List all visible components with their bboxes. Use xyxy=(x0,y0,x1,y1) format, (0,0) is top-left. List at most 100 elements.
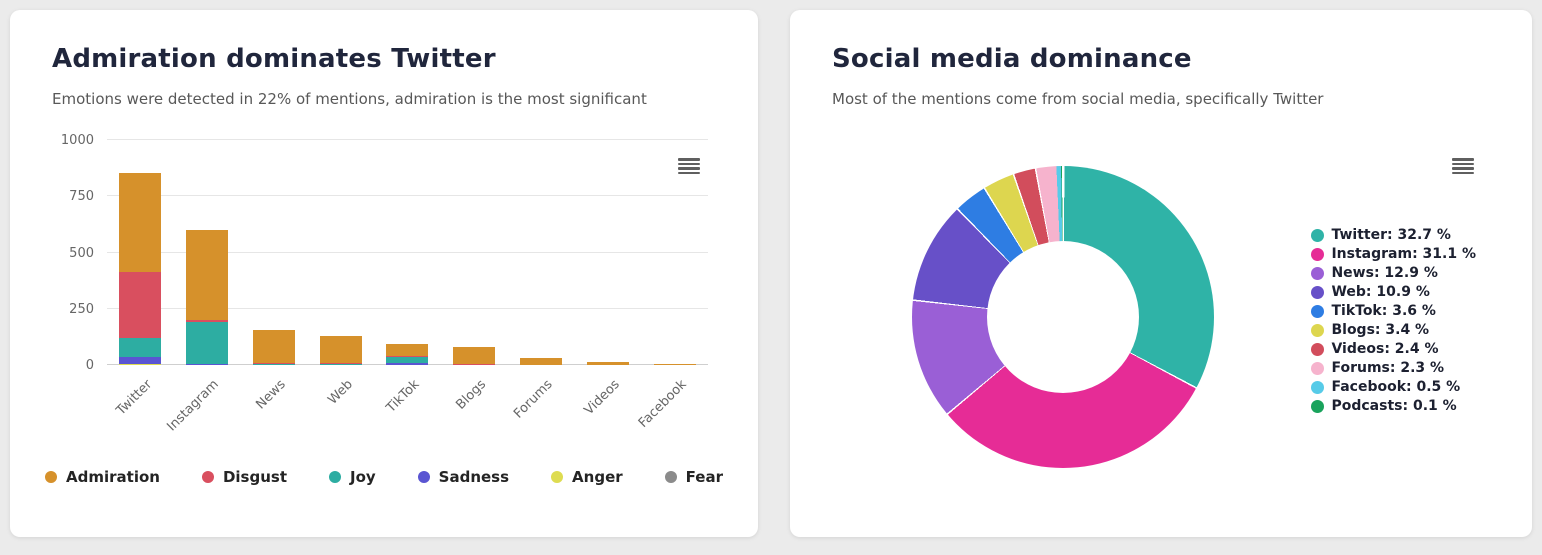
legend-label: Podcasts: 0.1 % xyxy=(1331,398,1457,414)
bar-column-twitter[interactable]: Twitter xyxy=(114,140,162,418)
hamburger-menu-icon[interactable] xyxy=(676,156,702,176)
bar-plot-area: Twitter Instagram News Web TikTok Blogs Forums… xyxy=(107,139,708,434)
bar-segment-sadness[interactable] xyxy=(186,363,229,365)
legend-item-web[interactable]: Web: 10.9 % xyxy=(1311,283,1476,301)
bar-segment-admiration[interactable] xyxy=(119,172,162,272)
bar-segment-disgust[interactable] xyxy=(252,363,295,364)
x-axis-category-label: Blogs xyxy=(453,377,490,413)
legend-label: Fear xyxy=(685,468,723,486)
donut-ring[interactable] xyxy=(912,166,1214,468)
x-axis-category-label: TikTok xyxy=(383,377,423,416)
emotions-card-title: Admiration dominates Twitter xyxy=(52,44,496,74)
legend-marker xyxy=(1311,228,1325,242)
x-axis-category-label: Web xyxy=(324,377,356,408)
hamburger-menu-icon[interactable] xyxy=(1450,156,1476,176)
legend-marker xyxy=(1311,399,1325,413)
bar-column-instagram[interactable]: Instagram xyxy=(165,140,229,434)
legend-item-blogs[interactable]: Blogs: 3.4 % xyxy=(1311,321,1476,339)
bar-segment-admiration[interactable] xyxy=(586,361,629,365)
gridline xyxy=(107,307,708,309)
legend-label: Disgust xyxy=(222,468,287,486)
y-axis-tick-label: 500 xyxy=(69,245,94,261)
bar-segment-anger[interactable] xyxy=(119,363,162,365)
legend-item-news[interactable]: News: 12.9 % xyxy=(1311,264,1476,282)
bar-segment-sadness[interactable] xyxy=(119,357,162,364)
bar-column-forums[interactable]: Forums xyxy=(511,140,562,422)
x-axis-category-label: Videos xyxy=(581,377,623,419)
bar-segment-admiration[interactable] xyxy=(252,330,295,363)
gridline xyxy=(107,251,708,253)
bar-column-facebook[interactable]: Facebook xyxy=(636,140,696,431)
legend-item-admiration[interactable]: Admiration xyxy=(45,468,160,486)
bar-segment-joy[interactable] xyxy=(386,357,429,363)
bar-segment-joy[interactable] xyxy=(119,338,162,358)
bar-column-blogs[interactable]: Blogs xyxy=(453,140,496,413)
bar-segment-admiration[interactable] xyxy=(519,358,562,365)
legend-marker xyxy=(1311,266,1325,280)
legend-marker xyxy=(664,471,677,483)
bar-segment-disgust[interactable] xyxy=(453,364,496,365)
bar-segment-admiration[interactable] xyxy=(653,363,696,365)
bar-column-videos[interactable]: Videos xyxy=(581,140,629,418)
legend-item-anger[interactable]: Anger xyxy=(551,468,623,486)
legend-item-facebook[interactable]: Facebook: 0.5 % xyxy=(1311,378,1476,396)
legend-label: Blogs: 3.4 % xyxy=(1331,322,1430,338)
bar-segment-admiration[interactable] xyxy=(186,230,229,320)
emotions-bar-chart: 0 250 500 750 1000 Twitter Instagram News Web Ti… xyxy=(45,130,723,488)
x-axis-category-label: News xyxy=(253,377,289,413)
legend-marker xyxy=(1311,247,1325,261)
bar-segment-disgust[interactable] xyxy=(319,363,362,364)
legend-item-videos[interactable]: Videos: 2.4 % xyxy=(1311,340,1476,358)
legend-label: Joy xyxy=(350,468,376,486)
legend-item-twitter[interactable]: Twitter: 32.7 % xyxy=(1311,226,1476,244)
bar-segment-joy[interactable] xyxy=(252,364,295,365)
legend-item-podcasts[interactable]: Podcasts: 0.1 % xyxy=(1311,397,1476,415)
legend-item-joy[interactable]: Joy xyxy=(329,468,376,486)
y-axis-tick-label: 750 xyxy=(69,189,94,205)
bar-segment-disgust[interactable] xyxy=(119,271,162,338)
legend-marker xyxy=(1311,304,1325,318)
donut-hole xyxy=(987,241,1139,393)
legend-item-fear[interactable]: Fear xyxy=(664,468,723,486)
emotions-legend: Admiration Disgust Joy Sadness Anger Fear xyxy=(45,468,723,486)
x-axis-category-label: Twitter xyxy=(113,377,156,419)
legend-marker xyxy=(1311,380,1325,394)
legend-item-disgust[interactable]: Disgust xyxy=(201,468,287,486)
bar-segment-sadness[interactable] xyxy=(386,362,429,365)
legend-label: Forums: 2.3 % xyxy=(1331,360,1445,376)
y-axis-tick-label: 1000 xyxy=(60,133,94,148)
bar-segment-admiration[interactable] xyxy=(386,343,429,356)
legend-label: Anger xyxy=(572,468,623,486)
bar-column-tiktok[interactable]: TikTok xyxy=(383,140,429,416)
legend-label: Twitter: 32.7 % xyxy=(1331,227,1451,243)
bar-segment-joy[interactable] xyxy=(186,322,229,364)
legend-label: Videos: 2.4 % xyxy=(1331,341,1439,357)
emotions-card: Admiration dominates Twitter Emotions we… xyxy=(10,10,758,537)
legend-marker xyxy=(201,471,214,483)
legend-item-tiktok[interactable]: TikTok: 3.6 % xyxy=(1311,302,1476,320)
legend-marker xyxy=(417,471,430,483)
legend-marker xyxy=(1311,285,1325,299)
bar-column-news[interactable]: News xyxy=(252,140,295,412)
legend-label: Sadness xyxy=(438,468,510,486)
sources-card-subtitle: Most of the mentions come from social me… xyxy=(832,90,1324,108)
y-axis-tick-label: 0 xyxy=(85,358,94,373)
bar-segment-admiration[interactable] xyxy=(453,347,496,364)
bar-segment-disgust[interactable] xyxy=(186,319,229,323)
legend-marker xyxy=(1311,361,1325,375)
bar-yaxis: 0 250 500 750 1000 xyxy=(52,133,100,373)
legend-marker xyxy=(1311,323,1325,337)
legend-item-instagram[interactable]: Instagram: 31.1 % xyxy=(1311,245,1476,263)
x-axis-category-label: Instagram xyxy=(164,377,222,435)
legend-label: Web: 10.9 % xyxy=(1331,284,1430,300)
bar-column-web[interactable]: Web xyxy=(319,140,362,408)
bar-segment-admiration[interactable] xyxy=(319,336,362,363)
bar-segment-joy[interactable] xyxy=(319,364,362,365)
legend-marker xyxy=(45,471,58,483)
bar-segment-disgust[interactable] xyxy=(386,356,429,358)
legend-item-sadness[interactable]: Sadness xyxy=(417,468,510,486)
legend-item-forums[interactable]: Forums: 2.3 % xyxy=(1311,359,1476,377)
legend-label: Facebook: 0.5 % xyxy=(1331,379,1461,395)
x-axis-category-label: Forums xyxy=(511,377,556,422)
legend-marker xyxy=(551,471,564,483)
